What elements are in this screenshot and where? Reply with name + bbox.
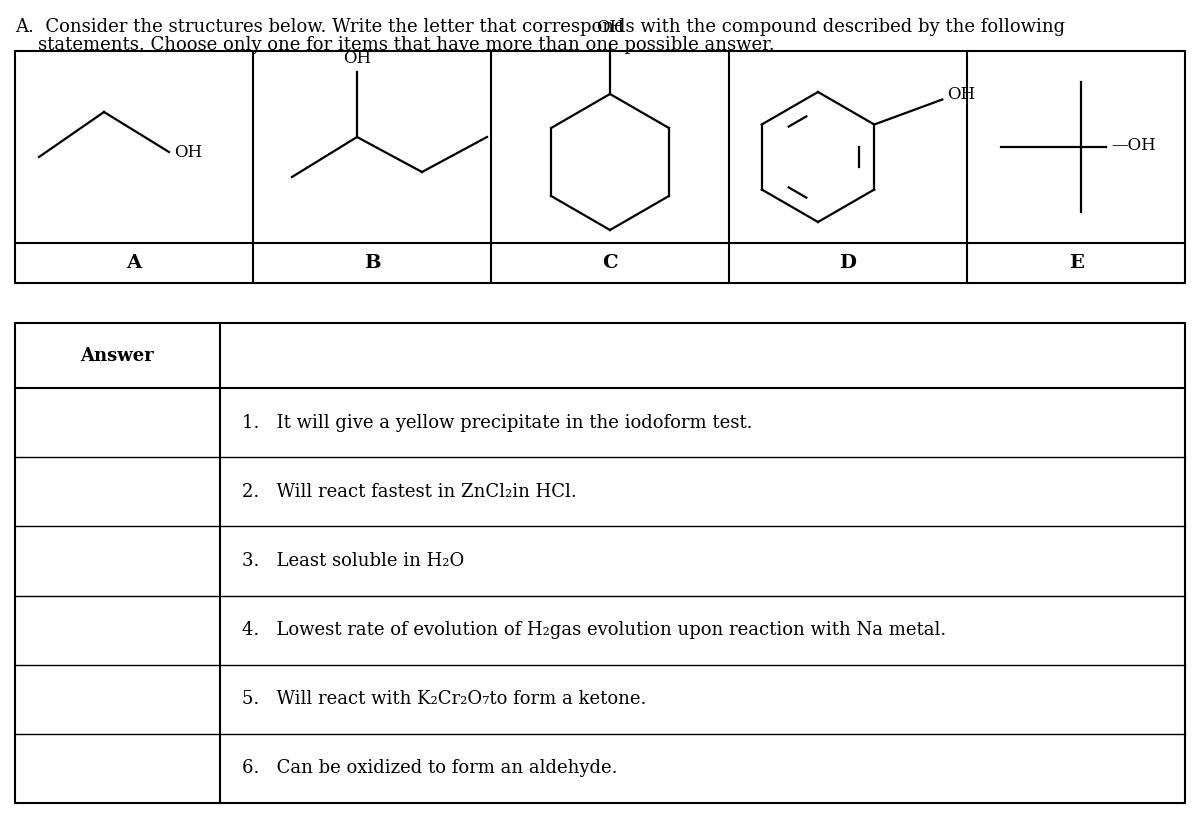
- Bar: [14, 51, 1186, 283]
- Text: OH: OH: [947, 86, 976, 103]
- Text: OH: OH: [343, 50, 371, 67]
- Text: —OH: —OH: [1111, 137, 1156, 154]
- Text: C: C: [602, 254, 618, 272]
- Text: 6.   Can be oxidized to form an aldehyde.: 6. Can be oxidized to form an aldehyde.: [242, 760, 618, 778]
- Text: E: E: [1068, 254, 1084, 272]
- Text: OH: OH: [174, 143, 202, 160]
- Text: 3.   Least soluble in H₂O: 3. Least soluble in H₂O: [242, 552, 464, 570]
- Text: 1.   It will give a yellow precipitate in the iodoform test.: 1. It will give a yellow precipitate in …: [242, 414, 752, 431]
- Text: D: D: [840, 254, 857, 272]
- Text: B: B: [364, 254, 380, 272]
- Text: statements. Choose only one for items that have more than one possible answer.: statements. Choose only one for items th…: [14, 36, 775, 54]
- Text: A: A: [126, 254, 142, 272]
- Text: 2.   Will react fastest in ZnCl₂in HCl.: 2. Will react fastest in ZnCl₂in HCl.: [242, 483, 577, 500]
- Text: Answer: Answer: [80, 346, 155, 365]
- Text: 4.   Lowest rate of evolution of H₂gas evolution upon reaction with Na metal.: 4. Lowest rate of evolution of H₂gas evo…: [242, 621, 947, 639]
- Text: 5.   Will react with K₂Cr₂O₇to form a ketone.: 5. Will react with K₂Cr₂O₇to form a keto…: [242, 690, 647, 709]
- Bar: [14, 323, 1186, 803]
- Text: A.  Consider the structures below. Write the letter that corresponds with the co: A. Consider the structures below. Write …: [14, 18, 1066, 36]
- Text: OH: OH: [596, 19, 624, 36]
